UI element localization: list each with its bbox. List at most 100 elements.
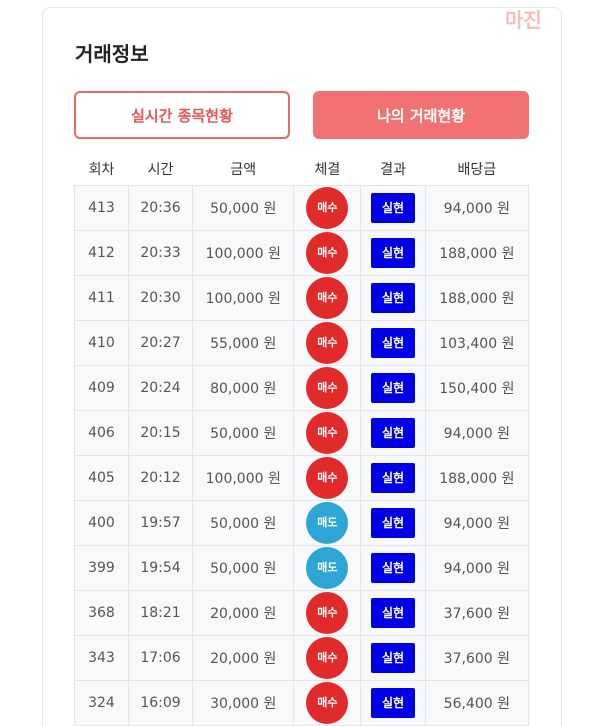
cell: 410: [74, 320, 129, 366]
cell: 20,000 원: [192, 590, 295, 636]
result-badge: 실현: [371, 643, 416, 673]
tab[interactable]: 나의 거래현황: [313, 91, 529, 139]
result-badge: 실현: [371, 553, 416, 583]
cell: 409: [74, 365, 129, 411]
trade-badge: 매수: [306, 187, 349, 229]
header-row: 회차 시간 금액 체결 결과 배당금: [75, 153, 529, 186]
cell: 100,000 원: [192, 455, 295, 501]
cell: 411: [74, 275, 129, 321]
cell: 55,000 원: [192, 320, 295, 366]
trade-badge: 매수: [306, 412, 349, 454]
cell: 37,600 원: [424, 590, 530, 636]
column-header: 금액: [230, 162, 257, 178]
trade-badge: 매수: [306, 322, 349, 364]
cell: 188,000 원: [424, 275, 530, 321]
row: 324 16:09 30,000 원 매수 실현 56,400 원: [74, 680, 530, 726]
result-badge: 실현: [371, 598, 416, 628]
cell: 실현: [360, 275, 426, 321]
cell: 94,000 원: [424, 410, 530, 456]
cell: 19:57: [127, 500, 194, 546]
cell: 50,000 원: [192, 185, 295, 231]
cell: 17:06: [127, 635, 194, 681]
watermark: 마진: [505, 8, 542, 32]
cell: 실현: [360, 320, 426, 366]
cell: 100,000 원: [192, 275, 295, 321]
title: 거래정보: [75, 42, 149, 66]
cell: 매수: [293, 680, 362, 726]
cell: 406: [74, 410, 129, 456]
table: 회차 시간 금액 체결 결과 배당금 413 20:36 50,000 원 매수 실현 94,000 …: [74, 153, 530, 726]
column-header: 결과: [380, 162, 406, 178]
result-badge: 실현: [371, 418, 416, 448]
cell: 20:33: [127, 230, 194, 276]
result-badge: 실현: [371, 688, 416, 718]
cell: 94,000 원: [424, 500, 530, 546]
trade-badge: 매수: [306, 637, 349, 679]
cell: 103,400 원: [424, 320, 530, 366]
row: 406 20:15 50,000 원 매수 실현 94,000 원: [74, 410, 530, 456]
row: 410 20:27 55,000 원 매수 실현 103,400 원: [74, 320, 530, 366]
column-header: 회차: [88, 162, 115, 178]
row: 412 20:33 100,000 원 매수 실현 188,000 원: [74, 230, 530, 276]
cell: 실현: [360, 455, 426, 501]
cell: 매수: [293, 185, 362, 231]
cell: 매수: [293, 455, 362, 501]
cell: 19:54: [127, 545, 194, 591]
row: 368 18:21 20,000 원 매수 실현 37,600 원: [74, 590, 530, 636]
cell: 매수: [293, 275, 362, 321]
row: 400 19:57 50,000 원 매도 실현 94,000 원: [74, 500, 530, 546]
cell: 100,000 원: [192, 230, 295, 276]
trade-badge: 매수: [306, 232, 349, 274]
cell: 94,000 원: [424, 545, 530, 591]
cell: 400: [74, 500, 129, 546]
cell: 실현: [360, 500, 426, 546]
cell: 412: [74, 230, 129, 276]
cell: 실현: [360, 185, 426, 231]
cell: 324: [74, 680, 129, 726]
cell: 20:30: [127, 275, 194, 321]
trade-badge: 매수: [306, 367, 349, 409]
cell: 매도: [293, 500, 362, 546]
cell: 150,400 원: [424, 365, 530, 411]
cell: 80,000 원: [192, 365, 295, 411]
cell: 실현: [360, 365, 426, 411]
cell: 50,000 원: [192, 410, 295, 456]
trade-badge: 매수: [306, 592, 349, 634]
result-badge: 실현: [371, 238, 416, 268]
trade-badge: 매수: [306, 457, 349, 499]
cell: 30,000 원: [192, 680, 295, 726]
cell: 매도: [293, 545, 362, 591]
result-badge: 실현: [371, 463, 416, 493]
cell: 16:09: [127, 680, 194, 726]
cell: 405: [74, 455, 129, 501]
cell: 20:36: [127, 185, 194, 231]
cell: 50,000 원: [192, 500, 295, 546]
trade-badge: 매수: [306, 682, 349, 724]
cell: 94,000 원: [424, 185, 530, 231]
cell: 매수: [293, 590, 362, 636]
cell: 실현: [360, 410, 426, 456]
cell: 실현: [360, 230, 426, 276]
cell: 20:12: [127, 455, 194, 501]
cell: 18:21: [127, 590, 194, 636]
row: 399 19:54 50,000 원 매도 실현 94,000 원: [74, 545, 530, 591]
cell: 20:24: [127, 365, 194, 411]
cell: 399: [74, 545, 129, 591]
tab[interactable]: 실시간 종목현황: [74, 91, 290, 139]
cell: 매수: [293, 410, 362, 456]
cell: 실현: [360, 545, 426, 591]
cell: 413: [74, 185, 129, 231]
result-badge: 실현: [371, 373, 416, 403]
result-badge: 실현: [371, 508, 416, 538]
row: 411 20:30 100,000 원 매수 실현 188,000 원: [74, 275, 530, 321]
cell: 20:15: [127, 410, 194, 456]
cell: 343: [74, 635, 129, 681]
trade-badge: 매도: [306, 547, 349, 589]
cell: 매수: [293, 320, 362, 366]
column-header: 체결: [314, 162, 341, 178]
cell: 매수: [293, 365, 362, 411]
row: 343 17:06 20,000 원 매수 실현 37,600 원: [74, 635, 530, 681]
column-header: 배당금: [457, 162, 497, 178]
cell: 37,600 원: [424, 635, 530, 681]
